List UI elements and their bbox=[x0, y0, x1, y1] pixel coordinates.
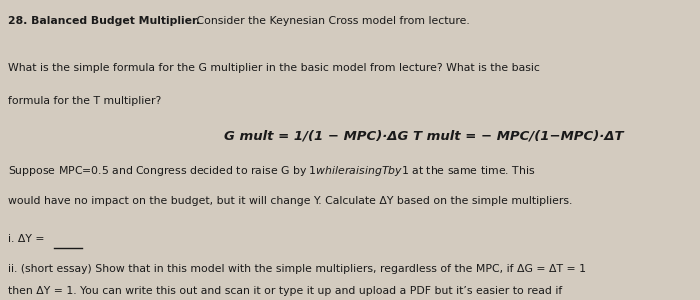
Text: ii. (short essay) Show that in this model with the simple multipliers, regardles: ii. (short essay) Show that in this mode… bbox=[8, 264, 587, 274]
Text: Consider the Keynesian Cross model from lecture.: Consider the Keynesian Cross model from … bbox=[193, 16, 469, 26]
Text: Suppose MPC=0.5 and Congress decided to raise G by $1 while raising T by $1 at t: Suppose MPC=0.5 and Congress decided to … bbox=[8, 164, 536, 178]
Text: i. ΔY =: i. ΔY = bbox=[8, 234, 48, 244]
Text: would have no impact on the budget, but it will change Y. Calculate ΔY based on : would have no impact on the budget, but … bbox=[8, 196, 573, 206]
Text: What is the simple formula for the G multiplier in the basic model from lecture?: What is the simple formula for the G mul… bbox=[8, 63, 540, 73]
Text: G mult = 1/(1 − MPC)·ΔG T mult = − MPC/(1−MPC)·ΔT: G mult = 1/(1 − MPC)·ΔG T mult = − MPC/(… bbox=[224, 129, 624, 142]
Text: formula for the T multiplier?: formula for the T multiplier? bbox=[8, 96, 162, 106]
Text: 28. Balanced Budget Multiplier.: 28. Balanced Budget Multiplier. bbox=[8, 16, 200, 26]
Text: then ΔY = 1. You can write this out and scan it or type it up and upload a PDF b: then ΔY = 1. You can write this out and … bbox=[8, 286, 563, 296]
